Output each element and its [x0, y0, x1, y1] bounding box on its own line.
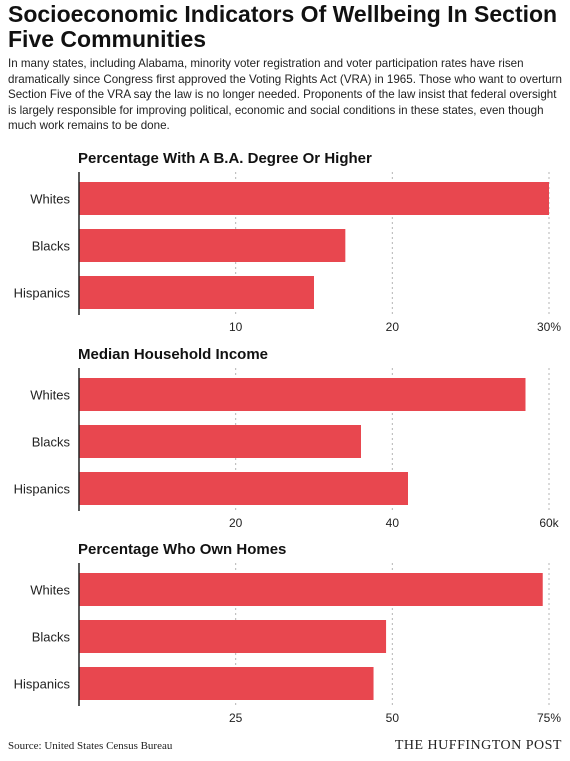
tick-label: 20 [229, 516, 243, 530]
bar-blacks [79, 425, 361, 458]
category-label-whites: Whites [30, 388, 70, 403]
chart-income: Whites Blacks Hispanics 20 40 60k [14, 368, 560, 530]
category-label-whites: Whites [30, 192, 70, 207]
chart-ba-degree: Whites Blacks Hispanics 10 20 30% [14, 172, 561, 334]
bar-blacks [79, 229, 346, 262]
chart-title-homeownership: Percentage Who Own Homes [78, 541, 287, 558]
bar-whites [79, 182, 549, 215]
tick-label: 20 [386, 320, 400, 334]
chart-homeownership: Whites Blacks Hispanics 25 50 75% [14, 563, 561, 725]
bar-hispanics [79, 472, 408, 505]
category-label-blacks: Blacks [32, 435, 71, 450]
category-label-whites: Whites [30, 583, 70, 598]
bar-whites [79, 378, 526, 411]
bar-hispanics [79, 276, 314, 309]
category-label-hispanics: Hispanics [14, 677, 71, 692]
chart-title-ba-degree: Percentage With A B.A. Degree Or Higher [78, 150, 372, 167]
category-label-hispanics: Hispanics [14, 286, 71, 301]
tick-label: 40 [386, 516, 400, 530]
tick-label: 10 [229, 320, 243, 334]
tick-label: 75% [537, 711, 561, 725]
bar-blacks [79, 620, 387, 653]
tick-label: 25 [229, 711, 243, 725]
brand-logo-text: THE HUFFINGTON POST [394, 738, 562, 753]
page-title: Socioeconomic Indicators Of Wellbeing In… [8, 1, 558, 52]
bar-hispanics [79, 667, 374, 700]
category-label-hispanics: Hispanics [14, 482, 71, 497]
category-label-blacks: Blacks [32, 239, 71, 254]
tick-label: 60k [539, 516, 559, 530]
chart-title-income: Median Household Income [78, 346, 269, 363]
bar-whites [79, 573, 543, 606]
intro-text: In many states, including Alabama, minor… [8, 57, 562, 132]
category-label-blacks: Blacks [32, 630, 71, 645]
tick-label: 30% [537, 320, 561, 334]
source-note: Source: United States Census Bureau [8, 740, 173, 752]
tick-label: 50 [386, 711, 400, 725]
